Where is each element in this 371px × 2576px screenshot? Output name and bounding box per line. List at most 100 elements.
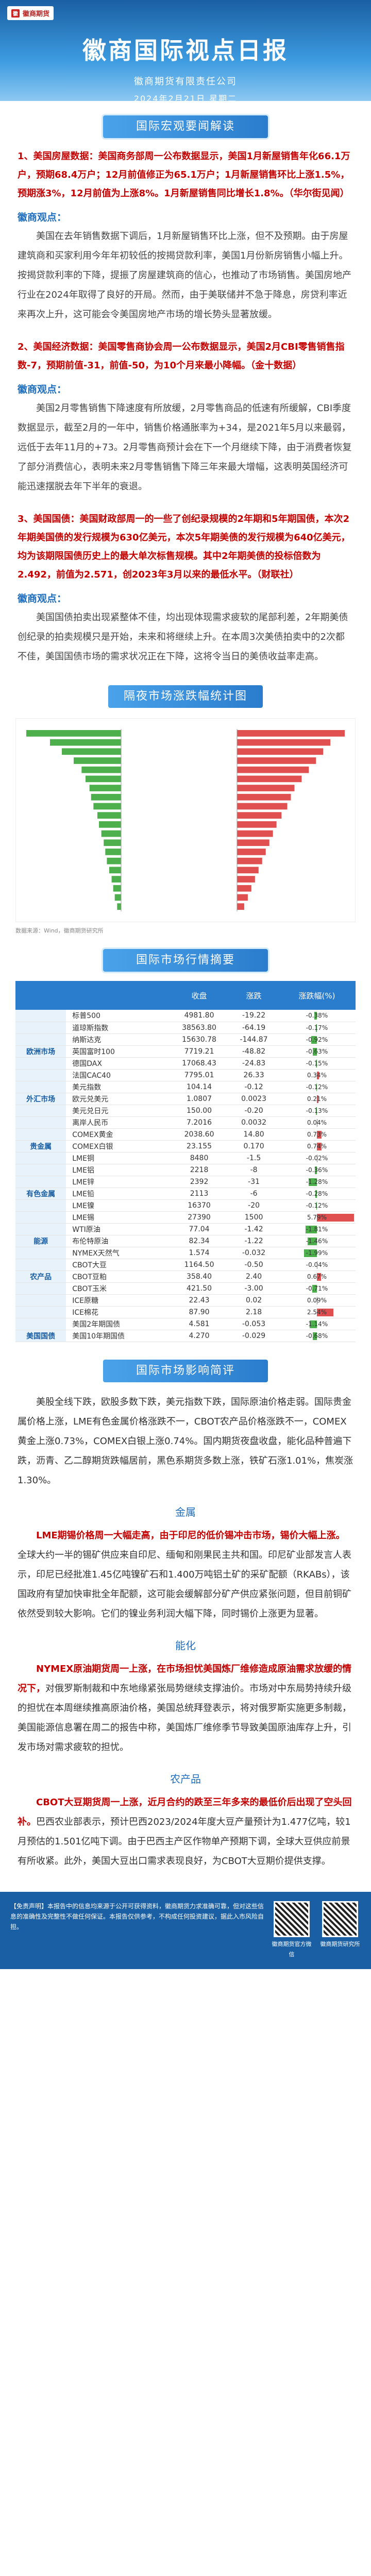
market-category	[15, 1081, 66, 1093]
market-pct-value: -0.68%	[306, 1332, 328, 1340]
comment-label: 徽商观点：	[18, 384, 67, 395]
market-pct: 0.73%	[278, 1128, 356, 1141]
market-row: 法国CAC40 7795.01 26.33 0.34%	[15, 1069, 356, 1081]
market-pct-bar	[317, 1273, 322, 1281]
news-comment: 美国2月零售销售下降速度有所放缓，2月零售商品的低速有所缓解，CBI季度数据显示…	[18, 403, 352, 492]
market-close: 2038.60	[168, 1128, 230, 1141]
impact-body: 对俄罗斯制裁和中东地缘紧张局势继续支撑油价。市场对中东局势持续升级的担忧在本周继…	[18, 1683, 351, 1753]
brand-name: 徽商期货	[23, 10, 50, 18]
company-name: 徽商期货有限责任公司	[134, 76, 237, 87]
market-name: 美元指数	[66, 1081, 169, 1093]
chart-bar-right	[237, 830, 273, 837]
market-pct-value: -1.14%	[306, 1320, 328, 1328]
market-pct: 0.04%	[278, 1116, 356, 1129]
market-close: 2392	[168, 1176, 230, 1188]
chart-bar-right	[237, 894, 248, 901]
market-row: CBOT玉米 421.50 -3.00 -0.71%	[15, 1282, 356, 1295]
market-close: 4.581	[168, 1318, 230, 1330]
market-row: 道琼斯指数 38563.80 -64.19 -0.17%	[15, 1022, 356, 1034]
market-name: WTI原油	[66, 1223, 169, 1235]
qr-code-icon	[274, 1901, 310, 1937]
market-category	[15, 1128, 66, 1141]
chart-bar-right	[237, 885, 251, 892]
market-category	[15, 1247, 66, 1259]
market-pct: 0.34%	[278, 1069, 356, 1081]
market-name: LME锌	[66, 1176, 169, 1188]
market-name: 法国CAC40	[66, 1069, 169, 1081]
col-header: 涨跌幅(%)	[278, 981, 356, 1010]
market-change: -144.87	[229, 1033, 278, 1046]
chart-bar-right	[237, 857, 262, 865]
market-pct: -0.36%	[278, 1164, 356, 1176]
market-change: 26.33	[229, 1069, 278, 1081]
market-pct-value: -0.38%	[306, 1012, 328, 1020]
comment-label: 徽商观点：	[18, 593, 67, 604]
market-pct-value: -0.17%	[306, 1024, 328, 1031]
market-pct: -1.99%	[278, 1247, 356, 1259]
chart-bar-right	[237, 757, 316, 764]
market-pct: -0.12%	[278, 1199, 356, 1212]
market-row: 有色金属 LME铅 2113 -6 -0.28%	[15, 1188, 356, 1200]
brand-logo: 徽 徽商期货	[7, 6, 54, 20]
market-pct-bar	[315, 1024, 317, 1032]
market-name: CBOT豆粕	[66, 1270, 169, 1283]
market-pct-bar	[312, 1332, 317, 1340]
market-pct: -1.81%	[278, 1223, 356, 1235]
market-name: LME铝	[66, 1164, 169, 1176]
market-category	[15, 1223, 66, 1235]
market-change: -1.5	[229, 1152, 278, 1164]
market-row: 纳斯达克 15630.78 -144.87 -0.92%	[15, 1033, 356, 1046]
market-pct-bar	[314, 1166, 317, 1174]
market-close: 4.270	[168, 1330, 230, 1342]
chart-bar-right	[237, 821, 277, 828]
market-row: LME铝 2218 -8 -0.36%	[15, 1164, 356, 1176]
market-close: 358.40	[168, 1270, 230, 1283]
news-headline: 1、美国房屋数据：美国商务部周一公布数据显示，美国1月新屋销售年化66.1万户，…	[18, 151, 350, 199]
market-close: 150.00	[168, 1105, 230, 1117]
report-footer: 【免责声明】本报告中的信息均来源于公开可获得资料，徽商期货力求准确可靠，但对这些…	[0, 1891, 371, 1969]
market-change: 2.40	[229, 1270, 278, 1283]
market-name: LME锡	[66, 1211, 169, 1224]
market-close: 87.90	[168, 1306, 230, 1318]
overnight-change-chart	[15, 718, 356, 922]
market-pct-bar	[316, 1083, 317, 1091]
brand-mark-icon: 徽	[11, 9, 20, 18]
qr-label: 徽商期货研究所	[320, 1940, 360, 1947]
market-pct: -0.12%	[278, 1081, 356, 1093]
market-name: 英国富时100	[66, 1045, 169, 1058]
market-pct-value: 0.73%	[307, 1130, 327, 1138]
market-pct: 0.21%	[278, 1093, 356, 1105]
market-name: CBOT玉米	[66, 1282, 169, 1295]
market-pct: 0.67%	[278, 1270, 356, 1283]
market-category	[15, 1069, 66, 1081]
qr-code-icon	[322, 1901, 358, 1937]
market-row: NYMEX天然气 1.574 -0.032 -1.99%	[15, 1247, 356, 1259]
chart-svg	[26, 729, 345, 911]
market-category	[15, 1057, 66, 1070]
market-pct: -0.17%	[278, 1022, 356, 1034]
news-comment: 美国国债拍卖出现紧整体不佳，均出现体现需求疲软的尾部利差，2年期美债创纪录的拍卖…	[18, 612, 348, 662]
market-close: 23.155	[168, 1140, 230, 1153]
market-change: 0.0032	[229, 1116, 278, 1129]
market-pct-value: 2.54%	[307, 1308, 327, 1316]
market-row: 欧洲市场 英国富时100 7719.21 -48.82 -0.63%	[15, 1045, 356, 1058]
market-category	[15, 1294, 66, 1307]
market-pct-value: -1.28%	[306, 1178, 328, 1185]
market-category	[15, 1164, 66, 1176]
chart-bar-left	[114, 894, 121, 901]
market-close: 8480	[168, 1152, 230, 1164]
market-table: 收盘 涨跌 涨跌幅(%) 标普500 4981.80 -19.22 -0.38% 道琼斯…	[15, 981, 356, 1342]
impact-lead: NYMEX原油期货周一上涨，在市场担忧美国炼厂维修造成原油需求放缓的情况下，	[18, 1663, 352, 1694]
market-pct-value: -1.81%	[306, 1225, 328, 1233]
report-title: 徽商国际视点日报	[82, 37, 289, 64]
market-category	[15, 1282, 66, 1295]
comment-label: 徽商观点：	[18, 212, 67, 223]
market-name: 德国DAX	[66, 1057, 169, 1070]
market-name: 道琼斯指数	[66, 1022, 169, 1034]
qr-code-wechat: 徽商期货官方微信	[271, 1901, 312, 1960]
market-pct-value: -0.71%	[306, 1284, 328, 1292]
market-category	[15, 1033, 66, 1046]
market-change: -0.20	[229, 1105, 278, 1117]
market-close: 38563.80	[168, 1022, 230, 1034]
market-close: 16370	[168, 1199, 230, 1212]
